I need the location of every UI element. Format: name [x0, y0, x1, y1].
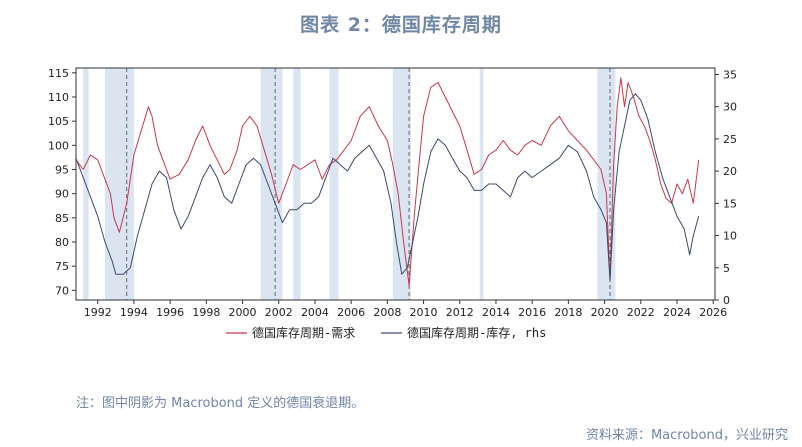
x-tick-label: 2016	[518, 306, 546, 319]
x-tick-label: 1994	[120, 306, 148, 319]
recession-shading	[83, 68, 616, 300]
right-tick-label: 15	[723, 197, 737, 210]
left-tick-label: 80	[55, 236, 69, 249]
left-tick-label: 75	[55, 260, 69, 273]
x-tick-label: 1992	[84, 306, 112, 319]
x-tick-label: 2004	[301, 306, 329, 319]
recession-band	[260, 68, 283, 300]
chart-note: 注：图中阴影为 Macrobond 定义的德国衰退期。	[76, 396, 365, 411]
left-tick-label: 90	[55, 188, 69, 201]
right-tick-label: 10	[723, 230, 737, 243]
recession-band	[392, 68, 411, 300]
plot-frame	[75, 67, 716, 301]
recession-markers	[126, 68, 611, 300]
right-tick-label: 30	[723, 101, 737, 114]
chart: 70 75 80 85 90 95 100 105 110 115 0 5 10 15 20 25 30 35 19…	[48, 67, 737, 340]
chart-source: 资料来源：Macrobond，兴业研究	[585, 428, 788, 443]
recession-band	[479, 68, 484, 300]
series-line-demand	[75, 77, 700, 286]
right-tick-label: 5	[723, 262, 730, 275]
x-tick-label: 1996	[156, 306, 184, 319]
x-tick-label: 2020	[591, 306, 619, 319]
left-tick-label: 115	[48, 67, 69, 80]
x-tick-label: 2008	[373, 306, 401, 319]
legend: 德国库存周期-需求 德国库存周期-库存, rhs	[226, 325, 546, 340]
x-tick-label: 2018	[554, 306, 582, 319]
x-tick-label: 2012	[446, 306, 474, 319]
x-tick-label: 1998	[192, 306, 220, 319]
left-tick-label: 70	[55, 284, 69, 297]
x-tick-label: 2002	[265, 306, 293, 319]
left-tick-label: 95	[55, 164, 69, 177]
x-tick-label: 2022	[627, 306, 655, 319]
recession-band	[329, 68, 339, 300]
left-tick-label: 110	[48, 91, 69, 104]
series-lines	[75, 77, 700, 286]
x-tick-label: 2024	[663, 306, 691, 319]
recession-band	[293, 68, 301, 300]
x-tick-label: 2026	[699, 306, 727, 319]
left-tick-label: 100	[48, 139, 69, 152]
series-line-inventory	[75, 93, 700, 282]
right-tick-label: 35	[723, 68, 737, 81]
right-tick-label: 25	[723, 133, 737, 146]
legend-label-demand: 德国库存周期-需求	[252, 325, 355, 340]
left-tick-label: 85	[55, 212, 69, 225]
x-tick-label: 2006	[337, 306, 365, 319]
right-tick-label: 0	[723, 294, 730, 307]
legend-label-inventory: 德国库存周期-库存, rhs	[407, 325, 546, 340]
x-tick-label: 2000	[229, 306, 257, 319]
chart-title: 图表 2：德国库存周期	[300, 14, 502, 36]
x-tick-label: 2014	[482, 306, 510, 319]
x-tick-label: 2010	[410, 306, 438, 319]
right-tick-label: 20	[723, 165, 737, 178]
left-tick-label: 105	[48, 115, 69, 128]
axes: 70 75 80 85 90 95 100 105 110 115 0 5 10 15 20 25 30 35 19…	[48, 67, 737, 319]
